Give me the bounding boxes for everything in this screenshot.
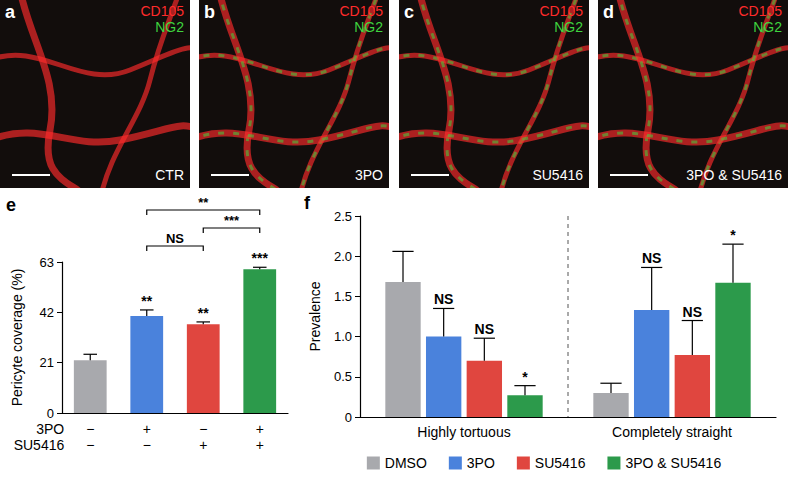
svg-text:0: 0 [345,410,352,425]
svg-text:+: + [256,437,264,453]
html-text:CD105: CD105 [339,3,383,19]
svg-text:0.5: 0.5 [334,369,352,384]
html-text:SU5416: SU5416 [532,167,583,183]
html-text:NG2: NG2 [753,19,782,35]
svg-text:21: 21 [40,355,54,370]
html-text:c: c [404,2,414,22]
svg-text:**: ** [198,195,209,210]
svg-text:3PO: 3PO [467,455,495,471]
svg-text:NS: NS [683,304,702,320]
svg-text:3PO: 3PO [36,421,64,437]
svg-text:Pericyte coverage (%): Pericyte coverage (%) [9,269,25,407]
svg-text:+: + [143,421,151,437]
html-text:NG2: NG2 [554,19,583,35]
svg-text:*: * [522,369,528,385]
svg-text:+: + [199,437,207,453]
svg-text:−: − [86,421,94,437]
svg-text:0: 0 [47,406,54,421]
html-text:NG2: NG2 [354,19,383,35]
svg-text:−: − [199,421,207,437]
html-text:3PO: 3PO [355,167,383,183]
html-text:NG2: NG2 [155,19,184,35]
svg-text:+: + [256,421,264,437]
svg-text:1.0: 1.0 [334,329,352,344]
svg-text:3PO & SU5416: 3PO & SU5416 [625,455,721,471]
html-text:d: d [603,2,614,22]
svg-text:63: 63 [40,255,54,270]
svg-text:SU5416: SU5416 [535,455,586,471]
svg-text:***: *** [252,250,269,266]
svg-text:NS: NS [642,250,661,266]
svg-text:f: f [304,193,311,213]
svg-text:2.5: 2.5 [334,209,352,224]
html-text:CD105: CD105 [140,3,184,19]
svg-text:**: ** [141,293,152,309]
svg-text:Prevalence: Prevalence [307,281,323,351]
svg-text:1.5: 1.5 [334,289,352,304]
html-text:3PO & SU5416: 3PO & SU5416 [686,167,782,183]
svg-text:SU5416: SU5416 [14,437,65,453]
svg-text:NS: NS [475,321,494,337]
svg-text:−: − [86,437,94,453]
svg-text:NS: NS [434,291,453,307]
html-text:b: b [204,2,215,22]
svg-text:***: *** [224,213,240,228]
html-text:CTR: CTR [155,167,184,183]
svg-text:*: * [730,227,736,243]
svg-text:**: ** [198,305,209,321]
html-text:CD105: CD105 [539,3,583,19]
svg-text:e: e [6,195,16,215]
svg-text:NS: NS [166,231,184,246]
svg-text:Completely straight: Completely straight [612,424,732,440]
html-text:CD105: CD105 [738,3,782,19]
svg-text:DMSO: DMSO [385,455,427,471]
svg-text:42: 42 [40,305,54,320]
svg-text:Highly tortuous: Highly tortuous [417,424,510,440]
svg-text:−: − [143,437,151,453]
html-text:a: a [5,2,15,22]
svg-text:2.0: 2.0 [334,249,352,264]
